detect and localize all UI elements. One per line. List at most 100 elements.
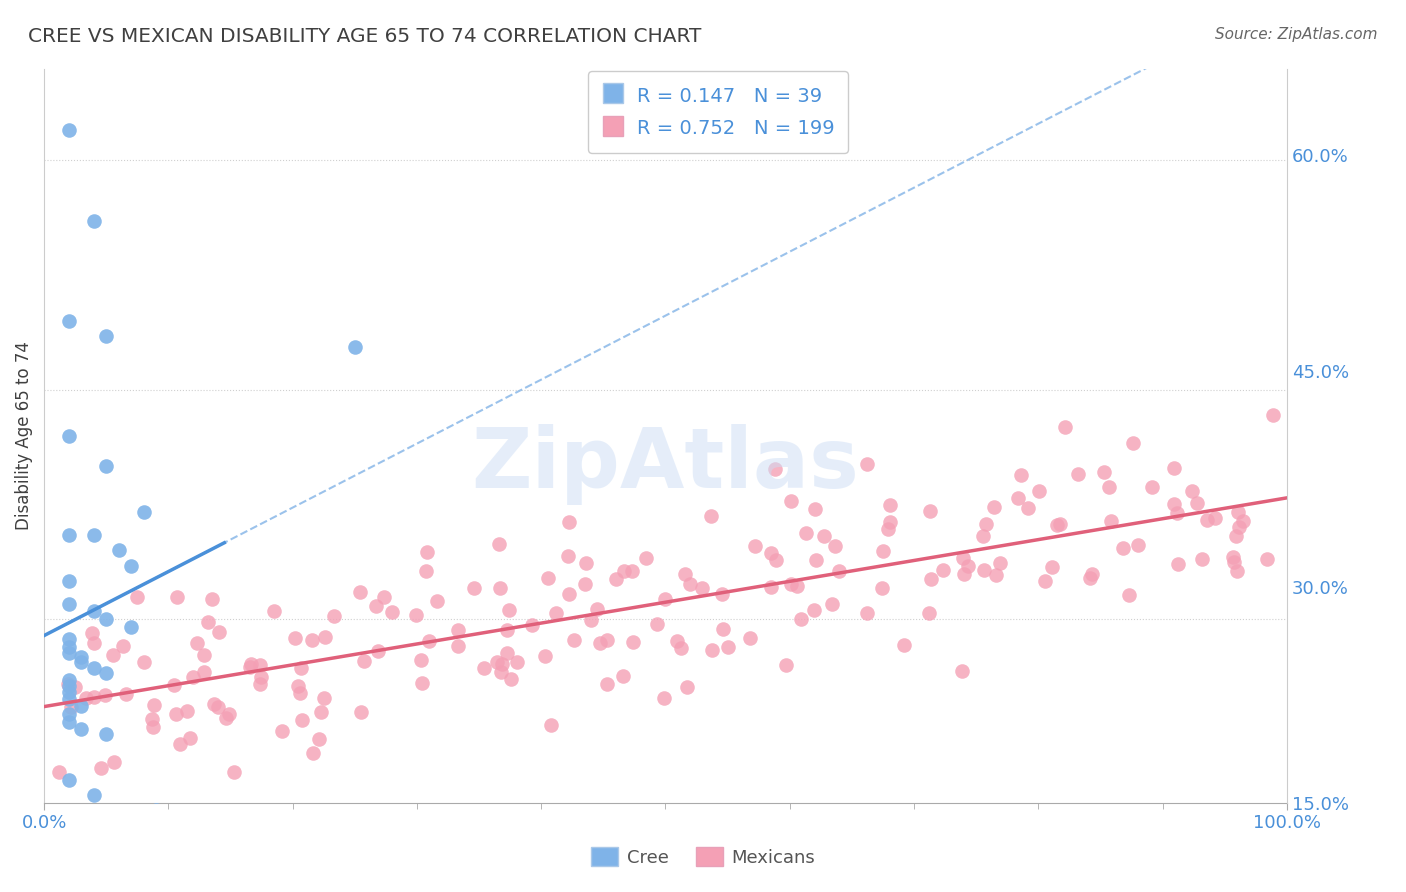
Point bbox=[775, 658, 797, 673]
Point bbox=[488, 537, 510, 551]
Point bbox=[711, 622, 734, 636]
Point bbox=[186, 636, 208, 650]
Point bbox=[83, 690, 105, 704]
Point bbox=[821, 597, 844, 611]
Point bbox=[249, 677, 271, 691]
Point bbox=[90, 761, 112, 775]
Point bbox=[950, 664, 973, 678]
Point bbox=[790, 612, 813, 626]
Point bbox=[132, 505, 155, 519]
Legend: Cree, Mexicans: Cree, Mexicans bbox=[583, 840, 823, 874]
Point bbox=[415, 564, 437, 578]
Point bbox=[290, 685, 312, 699]
Point bbox=[96, 665, 118, 680]
Point bbox=[1261, 408, 1284, 422]
Point bbox=[1028, 483, 1050, 498]
Point bbox=[879, 515, 901, 529]
Point bbox=[114, 688, 136, 702]
Point bbox=[111, 639, 134, 653]
Point bbox=[416, 545, 439, 559]
Point bbox=[349, 585, 371, 599]
Point bbox=[675, 680, 697, 694]
Point bbox=[1163, 497, 1185, 511]
Point bbox=[224, 764, 246, 779]
Point bbox=[193, 665, 215, 680]
Point bbox=[1099, 514, 1122, 528]
Point bbox=[58, 574, 80, 588]
Point bbox=[1078, 571, 1101, 585]
Point bbox=[813, 529, 835, 543]
Point bbox=[93, 688, 115, 702]
Point bbox=[381, 605, 404, 619]
Point bbox=[1197, 513, 1219, 527]
Point bbox=[690, 581, 713, 595]
Point bbox=[679, 576, 702, 591]
Point bbox=[166, 590, 188, 604]
Point bbox=[58, 428, 80, 442]
Point bbox=[472, 661, 495, 675]
Point bbox=[1256, 552, 1278, 566]
Point bbox=[1049, 517, 1071, 532]
Point bbox=[738, 631, 761, 645]
Point bbox=[636, 551, 658, 566]
Point bbox=[1046, 517, 1069, 532]
Point bbox=[283, 632, 305, 646]
Point bbox=[496, 646, 519, 660]
Point bbox=[1007, 491, 1029, 505]
Point bbox=[564, 632, 586, 647]
Point bbox=[239, 657, 262, 672]
Point bbox=[56, 677, 79, 691]
Point bbox=[645, 616, 668, 631]
Point bbox=[794, 526, 817, 541]
Point bbox=[1166, 506, 1188, 520]
Point bbox=[920, 504, 942, 518]
Point bbox=[60, 699, 83, 714]
Point bbox=[142, 698, 165, 712]
Point bbox=[918, 607, 941, 621]
Point bbox=[1232, 514, 1254, 528]
Point bbox=[208, 624, 231, 639]
Point bbox=[872, 581, 894, 595]
Point bbox=[215, 711, 238, 725]
Point bbox=[311, 706, 333, 720]
Point bbox=[557, 515, 579, 529]
Point bbox=[1225, 529, 1247, 543]
Point bbox=[1017, 500, 1039, 515]
Point bbox=[58, 640, 80, 654]
Point bbox=[181, 670, 204, 684]
Point bbox=[652, 690, 675, 705]
Point bbox=[893, 638, 915, 652]
Point bbox=[58, 632, 80, 646]
Point bbox=[290, 660, 312, 674]
Point bbox=[181, 814, 204, 828]
Point bbox=[596, 677, 619, 691]
Point bbox=[132, 655, 155, 669]
Point bbox=[58, 706, 80, 721]
Point bbox=[96, 612, 118, 626]
Point bbox=[485, 656, 508, 670]
Point bbox=[323, 609, 346, 624]
Point bbox=[1204, 511, 1226, 525]
Point bbox=[58, 772, 80, 787]
Point bbox=[207, 699, 229, 714]
Point bbox=[575, 556, 598, 570]
Point bbox=[879, 498, 901, 512]
Point bbox=[125, 590, 148, 604]
Point bbox=[1112, 541, 1135, 555]
Point bbox=[1097, 480, 1119, 494]
Point bbox=[620, 564, 643, 578]
Point bbox=[291, 713, 314, 727]
Point bbox=[301, 632, 323, 647]
Point bbox=[669, 641, 692, 656]
Point bbox=[931, 563, 953, 577]
Point bbox=[202, 697, 225, 711]
Point bbox=[165, 706, 187, 721]
Point bbox=[270, 724, 292, 739]
Point bbox=[506, 655, 529, 669]
Point bbox=[373, 590, 395, 604]
Point bbox=[1185, 496, 1208, 510]
Point bbox=[343, 340, 366, 354]
Point bbox=[952, 550, 974, 565]
Point bbox=[710, 586, 733, 600]
Point bbox=[1142, 479, 1164, 493]
